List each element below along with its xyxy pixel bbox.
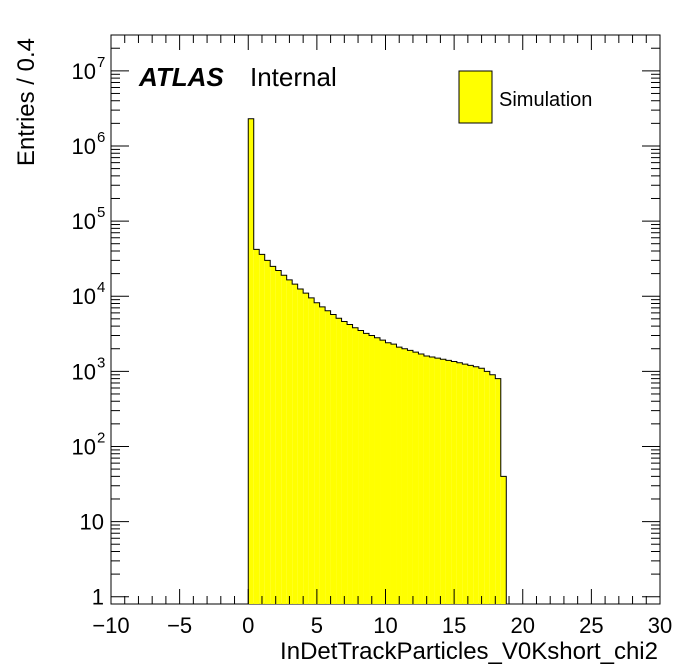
histogram-bin xyxy=(358,330,364,604)
x-axis-tick-labels: −10 −5 0 5 10 15 20 25 30 xyxy=(92,613,672,638)
y-tick-label-exponent: 6 xyxy=(97,129,105,146)
histogram-bin xyxy=(484,371,490,604)
x-tick-label: 0 xyxy=(242,613,254,638)
y-tick-label: 10 xyxy=(80,510,104,535)
histogram-bin xyxy=(495,378,501,604)
histogram-bin xyxy=(401,348,408,604)
y-tick-label-exponent: 2 xyxy=(97,429,105,446)
histogram-bin xyxy=(396,347,402,604)
histogram-bin xyxy=(253,249,260,605)
histogram-bin xyxy=(303,293,309,604)
histogram-bin xyxy=(467,365,474,604)
x-axis-title: InDetTrackParticles_V0Kshort_chi2 xyxy=(280,638,658,665)
histogram-bin xyxy=(264,260,271,604)
x-axis-ticks xyxy=(110,35,661,604)
histogram-bin xyxy=(390,344,397,604)
histogram-bin xyxy=(407,350,413,604)
histogram-bin xyxy=(385,342,391,604)
y-tick-label: 10 xyxy=(72,359,96,384)
histogram-bin xyxy=(314,302,320,604)
histogram-bin xyxy=(489,374,496,604)
histogram-bin xyxy=(374,337,381,604)
histogram-bin xyxy=(462,364,468,604)
x-tick-label: 20 xyxy=(511,613,535,638)
x-tick-label: −10 xyxy=(92,613,129,638)
histogram-bin xyxy=(352,327,359,604)
histogram-bin xyxy=(248,118,254,604)
y-tick-label: 10 xyxy=(72,209,96,234)
x-tick-label: 25 xyxy=(579,613,603,638)
histogram-bin xyxy=(456,362,463,604)
y-axis-title: Entries / 0.4 xyxy=(13,38,40,166)
y-tick-label: 10 xyxy=(72,59,96,84)
histogram-bin xyxy=(270,266,276,604)
histogram-bin xyxy=(341,321,348,604)
y-tick-label: 10 xyxy=(72,134,96,159)
histogram-bin xyxy=(286,279,293,604)
y-tick-label: 1 xyxy=(92,585,104,610)
histogram-bin xyxy=(434,358,441,604)
y-tick-label: 10 xyxy=(72,434,96,459)
histogram-bin xyxy=(297,288,304,604)
histogram-bin xyxy=(478,368,485,604)
histogram-bin xyxy=(429,357,435,604)
histogram-bin xyxy=(319,306,326,604)
y-tick-label-exponent: 5 xyxy=(97,204,105,221)
histogram-bin xyxy=(440,359,446,604)
histogram-bars xyxy=(248,118,507,605)
x-tick-label: −5 xyxy=(167,613,192,638)
x-tick-label: 30 xyxy=(648,613,672,638)
y-tick-label-exponent: 7 xyxy=(97,54,105,71)
histogram-bin xyxy=(347,324,353,604)
atlas-status-label: Internal xyxy=(250,62,337,92)
histogram-bin xyxy=(369,335,375,604)
x-tick-label: 15 xyxy=(442,613,466,638)
y-tick-label-exponent: 4 xyxy=(97,279,105,296)
histogram-bin xyxy=(275,270,282,604)
histogram-bin xyxy=(451,361,457,604)
histogram-bin xyxy=(281,275,287,604)
legend-swatch xyxy=(458,70,493,124)
histogram-bin xyxy=(473,366,479,604)
histogram-bin xyxy=(259,254,265,604)
histogram-bin xyxy=(292,284,298,604)
histogram-bin xyxy=(445,360,452,604)
legend-label: Simulation xyxy=(499,89,592,111)
y-tick-label-exponent: 3 xyxy=(97,354,105,371)
x-tick-label: 5 xyxy=(311,613,323,638)
histogram-bin xyxy=(308,297,315,604)
histogram-bin xyxy=(325,310,331,604)
x-tick-label: 10 xyxy=(373,613,397,638)
histogram-bin xyxy=(363,333,370,604)
histogram-bin xyxy=(330,314,337,604)
histogram-bin xyxy=(380,340,386,604)
histogram-bin xyxy=(412,352,419,604)
histogram-bin xyxy=(336,318,342,604)
histogram-bin xyxy=(500,476,507,604)
atlas-label: ATLAS xyxy=(138,62,224,92)
y-tick-label: 10 xyxy=(72,284,96,309)
histogram-bin xyxy=(423,356,430,604)
histogram-bin xyxy=(418,354,424,604)
histogram-outline xyxy=(247,118,507,604)
y-axis-ticks xyxy=(111,34,660,598)
